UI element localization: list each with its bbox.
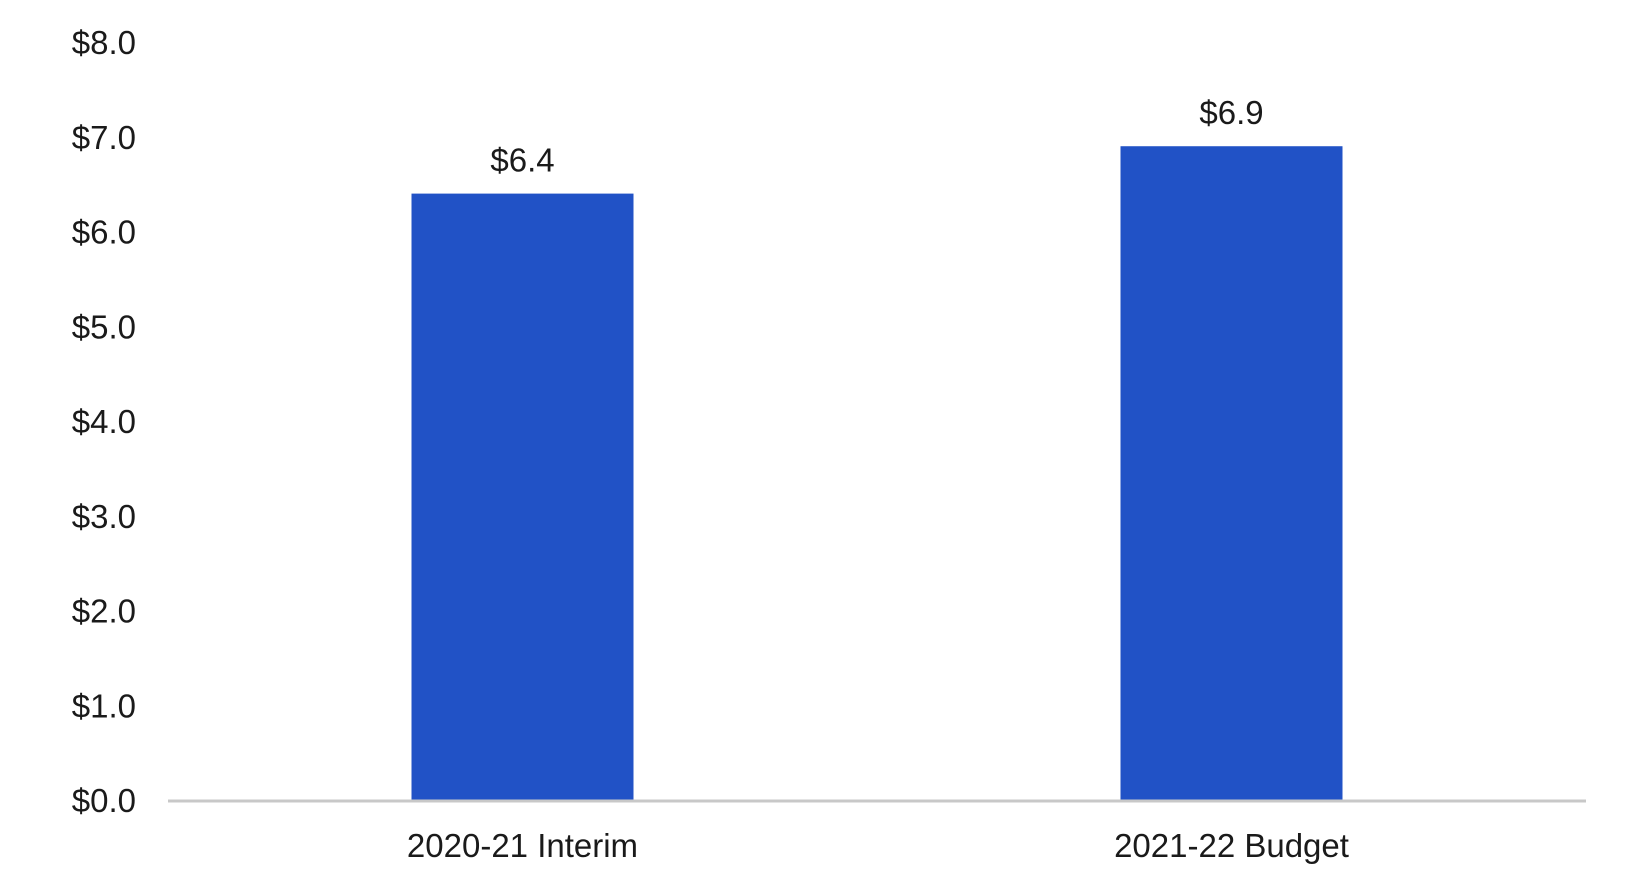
bar-value-label: $6.4 [490,142,554,179]
y-tick-label: $7.0 [72,119,136,156]
y-tick-label: $4.0 [72,403,136,440]
data-labels-group: $6.4 $6.9 [490,94,1263,178]
bar [1120,146,1343,801]
y-tick-label: $1.0 [72,687,136,724]
bar [411,193,634,801]
x-category-label: 2021-22 Budget [1114,827,1349,864]
bars-group [411,146,1343,801]
x-category-label: 2020-21 Interim [407,827,638,864]
y-tick-label: $6.0 [72,214,136,251]
category-labels-group: 2020-21 Interim 2021-22 Budget [407,827,1349,864]
y-axis-ticks: $0.0 $1.0 $2.0 $3.0 $4.0 $5.0 $6.0 $7.0 $8.0 [72,24,136,819]
y-tick-label: $3.0 [72,498,136,535]
bar-value-label: $6.9 [1199,94,1263,131]
y-tick-label: $0.0 [72,782,136,819]
y-tick-label: $2.0 [72,593,136,630]
y-tick-label: $8.0 [72,24,136,61]
y-tick-label: $5.0 [72,308,136,345]
